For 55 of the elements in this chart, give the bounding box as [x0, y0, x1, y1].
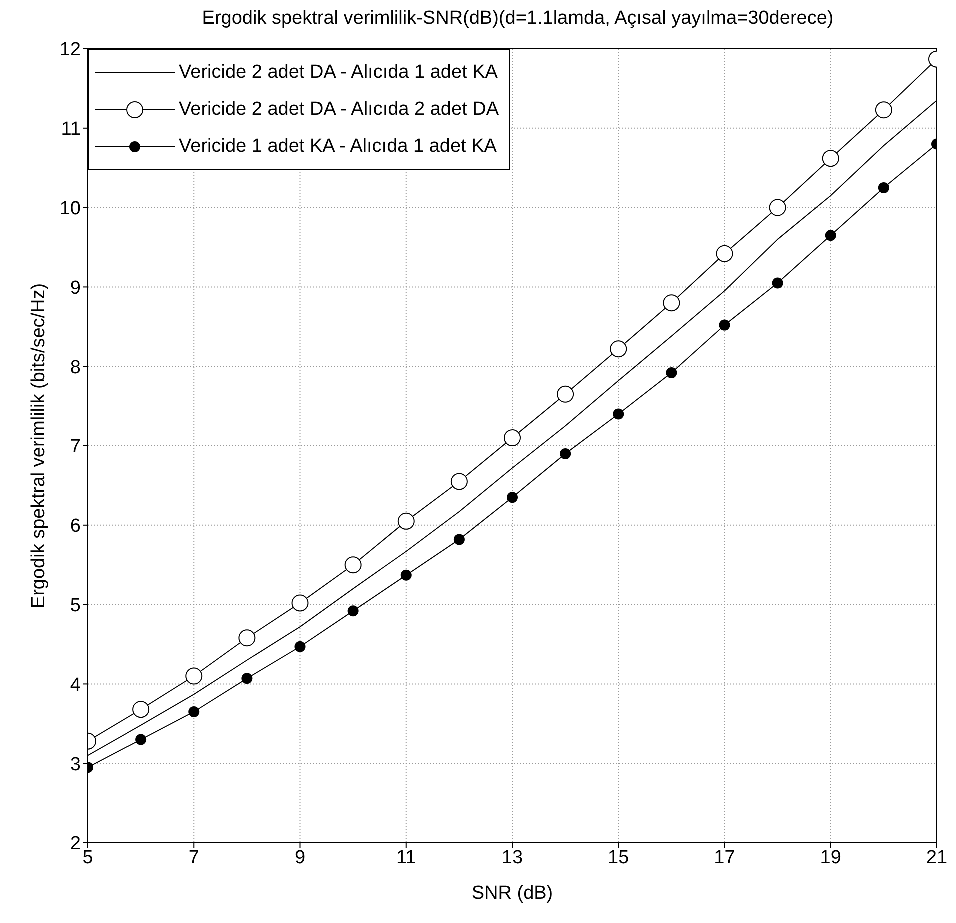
chart-title: Ergodik spektral verimlilik-SNR(dB)(d=1.1lamda, Açısal yayılma=30derece): [201, 8, 835, 30]
point: [719, 320, 730, 331]
point: [878, 182, 890, 194]
point: [294, 641, 306, 652]
x-tick-label: 13: [502, 847, 524, 868]
y-tick-label: 11: [61, 119, 81, 140]
point: [613, 408, 624, 420]
x-tick-label: 21: [926, 847, 948, 868]
point: [188, 706, 200, 718]
point: [769, 199, 786, 216]
y-tick-label: 12: [60, 40, 81, 61]
point: [716, 245, 734, 262]
point: [663, 294, 680, 312]
point: [557, 386, 574, 403]
y-tick-label: 10: [60, 198, 81, 220]
point: [825, 230, 836, 242]
y-tick-label: 9: [70, 278, 81, 299]
point: [186, 668, 203, 685]
y-tick-label: 3: [70, 754, 81, 776]
point: [132, 701, 150, 718]
point: [136, 734, 147, 746]
legend-label: Vericide 2 adet DA - Alıcıda 2 adet DA: [179, 98, 500, 120]
x-tick-label: 15: [608, 847, 630, 868]
point: [560, 448, 572, 460]
point: [450, 473, 468, 490]
x-axis-title: SNR (dB): [472, 883, 554, 904]
point: [666, 367, 678, 378]
point: [398, 512, 415, 530]
point: [292, 594, 309, 612]
point: [772, 278, 784, 289]
point: [348, 606, 359, 617]
x-tick-label: 7: [188, 847, 200, 868]
point: [504, 430, 521, 447]
point: [400, 570, 412, 581]
y-tick-label: 4: [70, 674, 82, 696]
point: [344, 556, 362, 574]
y-tick-label: 7: [70, 436, 81, 458]
y-axis-title: Ergodik spektral verimlilik (bits/sec/Hz): [28, 283, 50, 609]
point: [610, 340, 628, 358]
point: [507, 492, 518, 504]
legend-label: Vericide 1 adet KA - Alıcıda 1 adet KA: [179, 136, 497, 158]
point: [238, 630, 256, 647]
point: [822, 150, 840, 168]
y-tick-label: 5: [70, 596, 81, 617]
point: [242, 673, 253, 684]
point: [875, 102, 892, 119]
y-tick-label: 8: [70, 357, 81, 378]
x-tick-label: 19: [820, 847, 842, 868]
x-tick-label: 11: [396, 847, 416, 868]
legend-label: Vericide 2 adet DA - Alıcıda 1 adet KA: [179, 62, 498, 84]
point: [454, 534, 465, 546]
x-tick-label: 9: [294, 847, 306, 868]
x-tick-label: 17: [714, 847, 736, 868]
y-tick-label: 2: [70, 834, 81, 855]
y-tick-label: 6: [70, 516, 81, 538]
